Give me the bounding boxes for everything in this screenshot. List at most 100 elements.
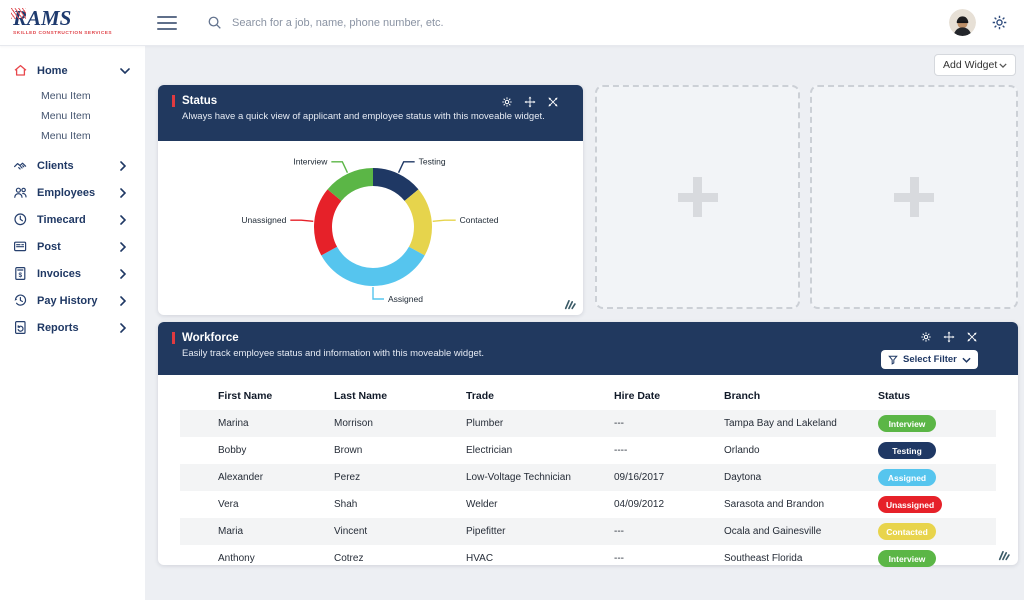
status-widget-subtitle: Always have a quick view of applicant an… <box>182 111 545 122</box>
status-badge: Assigned <box>878 469 936 486</box>
invoices-icon: $ <box>13 266 28 281</box>
sidebar-item-label: Employees <box>37 186 96 199</box>
donut-label-line <box>290 219 314 223</box>
status-widget-header[interactable]: Status Always have a quick view of appli… <box>158 85 583 141</box>
select-filter-dropdown[interactable]: Select Filter <box>881 350 978 369</box>
chevron-right-icon <box>120 187 130 198</box>
table-cell: 09/16/2017 <box>614 472 665 483</box>
chevron-down-icon <box>120 67 130 74</box>
widget-settings-gear-icon[interactable] <box>501 96 513 108</box>
donut-slice-interview <box>327 168 373 201</box>
chevron-down-icon <box>962 357 971 363</box>
empty-widget-placeholder[interactable] <box>595 85 800 309</box>
sidebar-subitem[interactable]: Menu Item <box>41 110 91 122</box>
settings-gear-icon[interactable] <box>991 14 1008 31</box>
donut-label: Testing <box>419 157 446 167</box>
topbar: RAMS SKILLED CONSTRUCTION SERVICES <box>0 0 1024 46</box>
table-cell: Alexander <box>218 472 264 483</box>
table-row: Vera Shah Welder 04/09/2012 Sarasota and Bra… <box>180 491 996 518</box>
sidebar-item-clients[interactable]: Clients <box>0 152 145 179</box>
table-cell: HVAC <box>466 553 494 564</box>
widget-move-icon[interactable] <box>943 331 955 343</box>
plus-icon <box>677 177 718 217</box>
widget-move-icon[interactable] <box>524 96 536 108</box>
pay-history-icon <box>13 293 28 308</box>
hamburger-menu-icon[interactable] <box>157 12 177 34</box>
table-cell: Orlando <box>724 445 760 456</box>
workforce-widget: Workforce Easily track employee status a… <box>158 322 1018 567</box>
chevron-right-icon <box>120 160 130 171</box>
status-badge: Interview <box>878 415 936 432</box>
resize-handle-icon[interactable] <box>563 297 576 310</box>
table-cell: Perez <box>334 472 361 483</box>
workforce-table-area: First Name Last Name Trade Hire Date Branch S… <box>158 375 1018 572</box>
table-cell: Sarasota and Brandon <box>724 499 825 510</box>
table-cell: Marina <box>218 418 249 429</box>
chevron-right-icon <box>120 241 130 252</box>
sidebar-item-invoices[interactable]: $ Invoices <box>0 260 145 287</box>
user-avatar[interactable] <box>949 9 976 36</box>
table-cell: --- <box>614 526 624 537</box>
table-cell: Contacted <box>877 518 996 545</box>
add-widget-select[interactable]: Add Widget <box>934 54 1016 76</box>
table-cell: Vera <box>218 499 239 510</box>
table-row: Anthony Cotrez HVAC --- Southeast Florida Int… <box>180 545 996 572</box>
employees-icon <box>13 185 28 200</box>
sidebar-subitem[interactable]: Menu Item <box>41 130 91 142</box>
column-header: Branch <box>724 389 761 402</box>
column-header: Status <box>878 389 911 402</box>
logo-title: RAMS <box>10 6 72 30</box>
search-bar <box>207 15 524 30</box>
sidebar-item-label: Clients <box>37 159 74 172</box>
sidebar-item-reports[interactable]: Reports <box>0 314 145 341</box>
empty-widget-placeholder[interactable] <box>810 85 1018 309</box>
sidebar-item-label: Reports <box>37 321 79 334</box>
donut-label-line <box>397 161 415 174</box>
table-cell: Ocala and Gainesville <box>724 526 822 537</box>
sidebar-subitem[interactable]: Menu Item <box>41 90 91 102</box>
sidebar-item-label: Invoices <box>37 267 82 280</box>
post-icon <box>13 239 28 254</box>
table-cell: Daytona <box>724 472 762 483</box>
sidebar-item-employees[interactable]: Employees <box>0 179 145 206</box>
chevron-right-icon <box>120 214 130 225</box>
search-icon <box>207 15 222 30</box>
table-cell: Cotrez <box>334 553 364 564</box>
column-header: First Name <box>218 389 273 402</box>
select-filter-label: Select Filter <box>903 354 957 365</box>
sidebar-item-post[interactable]: Post <box>0 233 145 260</box>
table-cell: Interview <box>877 545 996 572</box>
status-widget: Status Always have a quick view of appli… <box>158 85 583 315</box>
donut-slice-contacted <box>404 189 432 256</box>
table-cell: Interview <box>877 410 996 437</box>
reports-icon <box>13 320 28 335</box>
search-input[interactable] <box>230 15 524 30</box>
table-cell: Unassigned <box>877 491 996 518</box>
table-row: Marina Morrison Plumber --- Tampa Bay and La… <box>180 410 996 437</box>
title-accent-bar <box>172 332 175 344</box>
table-cell: Anthony <box>218 553 255 564</box>
logo[interactable]: RAMS SKILLED CONSTRUCTION SERVICES <box>0 6 145 36</box>
chevron-right-icon <box>120 268 130 279</box>
sidebar-item-home[interactable]: Home <box>0 57 145 84</box>
status-widget-title: Status <box>182 95 218 107</box>
chevron-down-icon <box>999 62 1007 68</box>
sidebar-item-label: Timecard <box>37 213 86 226</box>
table-cell: Welder <box>466 499 498 510</box>
table-cell: Southeast Florida <box>724 553 803 564</box>
table-cell: Electrician <box>466 445 513 456</box>
home-icon <box>13 63 28 78</box>
workforce-widget-header[interactable]: Workforce Easily track employee status a… <box>158 322 1018 375</box>
widget-expand-icon[interactable] <box>966 331 978 343</box>
logo-subtitle: SKILLED CONSTRUCTION SERVICES <box>13 31 113 36</box>
table-cell: Maria <box>218 526 244 537</box>
donut-label: Assigned <box>388 294 423 304</box>
table-header-row: First Name Last Name Trade Hire Date Branch S… <box>180 381 996 410</box>
sidebar-item-timecard[interactable]: Timecard <box>0 206 145 233</box>
widget-expand-icon[interactable] <box>547 96 559 108</box>
donut-label: Interview <box>293 157 328 167</box>
sidebar-item-label: Post <box>37 240 61 253</box>
widget-settings-gear-icon[interactable] <box>920 331 932 343</box>
resize-handle-icon[interactable] <box>997 548 1010 561</box>
sidebar-item-pay-history[interactable]: Pay History <box>0 287 145 314</box>
